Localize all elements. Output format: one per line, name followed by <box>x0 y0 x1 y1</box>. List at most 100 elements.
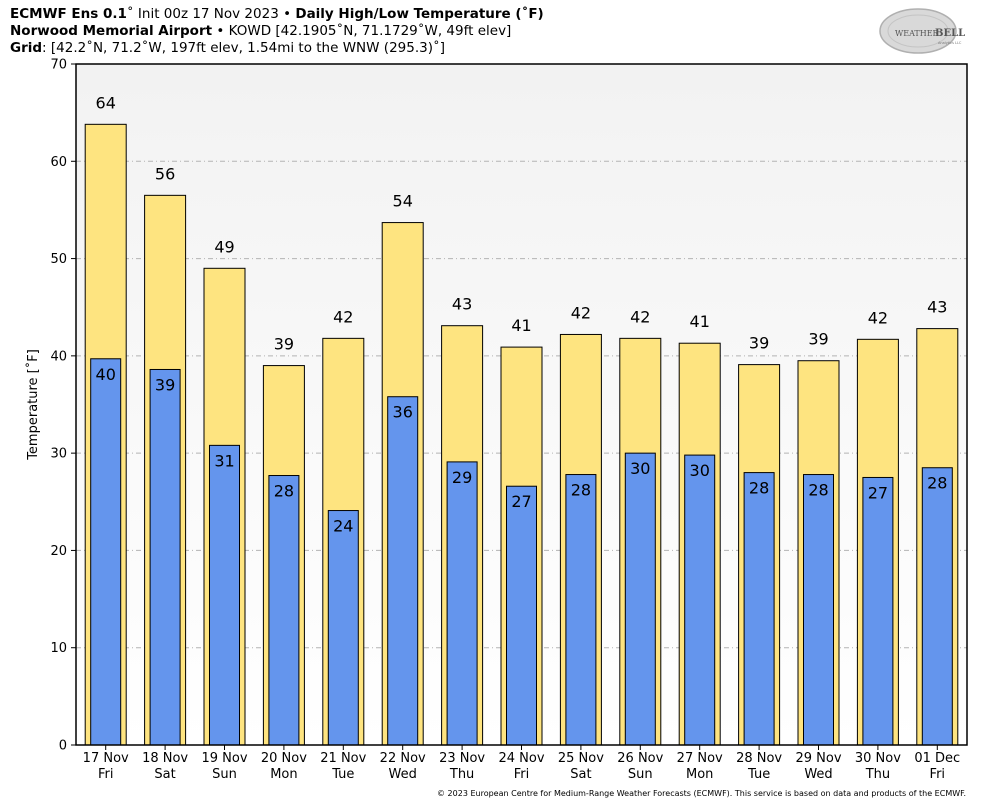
low-temp-label: 28 <box>749 479 769 498</box>
x-tick-label-day: Fri <box>98 767 114 782</box>
weatherbell-logo: WEATHER BELL Analytics LLC <box>879 8 965 54</box>
x-tick-label-day: Sun <box>628 767 653 782</box>
y-tick-label: 60 <box>50 155 67 170</box>
low-temp-bar <box>387 396 419 746</box>
low-temp-label: 39 <box>155 375 175 394</box>
low-temp-bar <box>90 358 122 746</box>
high-temp-label: 39 <box>749 334 769 353</box>
x-tick-label-day: Sat <box>154 767 175 782</box>
low-temp-bar <box>684 454 716 746</box>
x-tick-label-day: Tue <box>747 767 770 782</box>
grid-details: : [42.2˚N, 71.2˚W, 197ft elev, 1.54mi to… <box>42 40 445 56</box>
low-temp-bar <box>624 452 656 746</box>
high-temp-label: 49 <box>214 237 234 256</box>
low-temp-label: 27 <box>511 492 531 511</box>
low-temp-bar <box>268 475 300 746</box>
x-tick-label-day: Mon <box>270 767 297 782</box>
y-tick-label: 70 <box>50 58 67 73</box>
x-tick-label-day: Tue <box>331 767 354 782</box>
x-tick-label-day: Mon <box>686 767 713 782</box>
low-temp-bar <box>446 461 478 746</box>
y-tick-label: 40 <box>50 349 67 364</box>
x-tick-label-day: Wed <box>804 767 832 782</box>
y-axis: 0 10 20 30 40 50 60 70 <box>50 58 76 754</box>
low-temp-bar <box>209 444 240 746</box>
x-tick-label-date: 29 Nov <box>795 751 841 766</box>
x-tick-label-day: Fri <box>930 767 946 782</box>
high-temp-label: 42 <box>868 308 888 327</box>
low-temp-label: 30 <box>690 461 710 480</box>
x-tick-label-date: 26 Nov <box>617 751 663 766</box>
low-temp-bar <box>921 467 953 746</box>
high-temp-label: 42 <box>630 307 650 326</box>
x-tick-label-date: 19 Nov <box>201 751 247 766</box>
init-time: ˚ Init 00z 17 Nov 2023 <box>126 6 279 22</box>
high-temp-label: 39 <box>274 335 294 354</box>
station-bullet: • <box>216 23 225 39</box>
high-temp-label: 43 <box>927 298 947 317</box>
high-temp-label: 41 <box>690 312 710 331</box>
high-temp-label: 56 <box>155 164 175 183</box>
y-tick-label: 20 <box>50 544 67 559</box>
low-temp-bar <box>506 485 537 746</box>
high-temp-label: 39 <box>808 330 828 349</box>
high-temp-label: 54 <box>393 192 413 211</box>
y-tick-label: 30 <box>50 447 67 462</box>
low-temp-bar <box>327 510 359 746</box>
low-temp-label: 40 <box>96 365 116 384</box>
y-tick-label: 10 <box>50 641 67 656</box>
chart-title-line-2: Norwood Memorial Airport • KOWD [42.1905… <box>10 23 511 40</box>
x-tick-label-date: 17 Nov <box>83 751 129 766</box>
low-temp-label: 31 <box>214 451 234 470</box>
x-tick-label-date: 27 Nov <box>677 751 723 766</box>
low-temp-label: 24 <box>333 517 353 536</box>
x-tick-label-date: 21 Nov <box>320 751 366 766</box>
y-tick-label: 0 <box>59 739 67 754</box>
high-temp-label: 42 <box>333 307 353 326</box>
bars-layer <box>84 123 959 746</box>
chart-title-line-1: ECMWF Ens 0.1˚ Init 00z 17 Nov 2023 • Da… <box>10 6 544 23</box>
x-tick-label-date: 01 Dec <box>914 751 960 766</box>
low-temp-bar <box>862 476 894 746</box>
high-temp-label: 64 <box>96 93 116 112</box>
low-temp-label: 28 <box>274 482 294 501</box>
low-temp-label: 36 <box>393 403 413 422</box>
x-tick-label-date: 22 Nov <box>380 751 426 766</box>
x-tick-label-date: 30 Nov <box>855 751 901 766</box>
low-temp-bar <box>149 368 181 746</box>
bar-labels-layer: 64 40 56 39 49 31 39 28 42 24 54 36 43 29 41 27 42 28 42 30… <box>96 93 948 535</box>
grid-label: Grid <box>10 40 43 56</box>
low-temp-bar <box>743 472 775 746</box>
x-tick-label-day: Thu <box>865 767 890 782</box>
low-temp-label: 30 <box>630 459 650 478</box>
logo-text-sub: Analytics LLC <box>938 41 962 45</box>
low-temp-bar <box>565 474 597 746</box>
x-tick-label-date: 25 Nov <box>558 751 604 766</box>
y-axis-label: Temperature [˚F] <box>25 349 41 461</box>
low-temp-label: 29 <box>452 468 472 487</box>
x-tick-label-day: Thu <box>449 767 474 782</box>
x-tick-label-day: Fri <box>514 767 530 782</box>
low-temp-label: 28 <box>808 481 828 500</box>
station-name: Norwood Memorial Airport <box>10 23 213 39</box>
low-temp-label: 28 <box>571 481 591 500</box>
x-tick-label-date: 18 Nov <box>142 751 188 766</box>
y-tick-label: 50 <box>50 252 67 267</box>
low-temp-label: 27 <box>868 483 888 502</box>
station-details: KOWD [42.1905˚N, 71.1729˚W, 49ft elev] <box>228 23 512 39</box>
copyright-footer: © 2023 European Centre for Medium-Range … <box>437 789 966 798</box>
high-temp-label: 42 <box>571 303 591 322</box>
x-tick-label-date: 28 Nov <box>736 751 782 766</box>
product-name: Daily High/Low Temperature (˚F) <box>295 6 544 22</box>
high-temp-label: 41 <box>511 316 531 335</box>
x-tick-label-date: 20 Nov <box>261 751 307 766</box>
x-tick-label-day: Sun <box>212 767 237 782</box>
low-temp-label: 28 <box>927 474 947 493</box>
chart-title-line-3: Grid: [42.2˚N, 71.2˚W, 197ft elev, 1.54m… <box>10 40 445 57</box>
x-tick-label-date: 23 Nov <box>439 751 485 766</box>
low-temp-bar <box>803 474 834 746</box>
title-bullet: • <box>283 6 292 22</box>
x-tick-label-date: 24 Nov <box>498 751 544 766</box>
